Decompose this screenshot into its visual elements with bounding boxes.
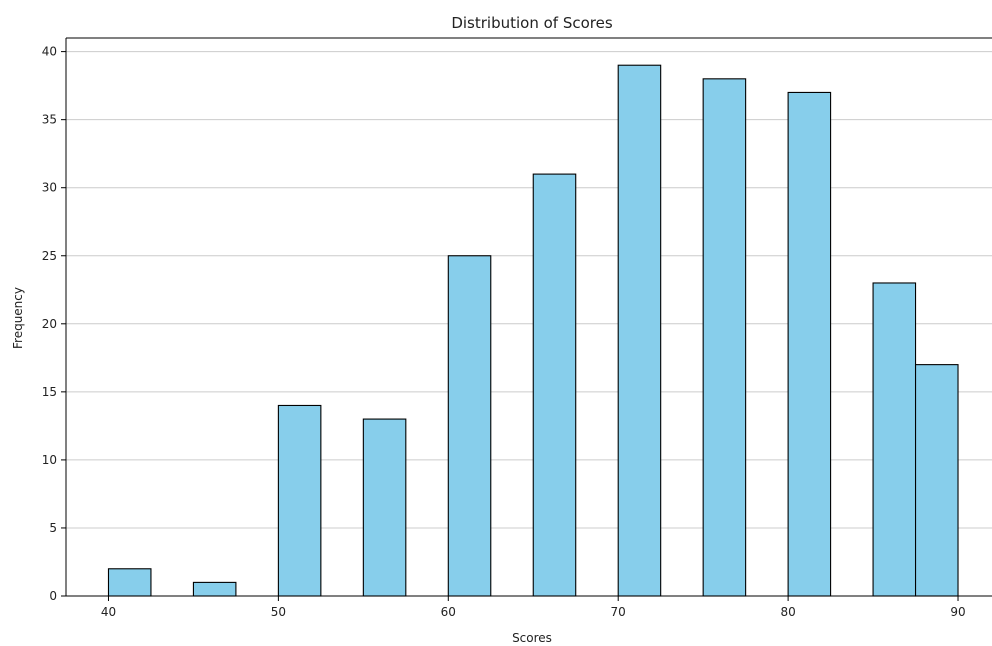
- histogram-bar-12: [617, 64, 662, 597]
- histogram-bar-2: [192, 581, 237, 597]
- y-tick-label-5: 5: [49, 521, 57, 535]
- histogram-bar-0: [107, 568, 152, 597]
- histogram-bar-8: [447, 255, 492, 597]
- x-tick-label-90: 90: [950, 605, 965, 619]
- histogram-bar-14: [702, 78, 747, 597]
- y-tick-label-25: 25: [42, 249, 57, 263]
- chart-title: Distribution of Scores: [451, 14, 613, 32]
- y-tick-label-20: 20: [42, 317, 57, 331]
- x-tick-label-80: 80: [780, 605, 795, 619]
- histogram-bar-4: [277, 404, 322, 597]
- y-tick-label-35: 35: [42, 113, 57, 127]
- y-tick-label-40: 40: [42, 45, 57, 59]
- y-axis-label: Frequency: [11, 287, 25, 349]
- histogram-bar-10: [532, 173, 577, 597]
- x-tick-label-70: 70: [611, 605, 626, 619]
- histogram-bar-16: [787, 91, 832, 597]
- axes: 0 5 10 15 20 25 30 35 40 40 50 60 70 80 90: [42, 37, 992, 619]
- histogram-bar-18: [872, 282, 917, 597]
- y-tick-label-10: 10: [42, 453, 57, 467]
- bars: [107, 64, 959, 597]
- y-tick-label-15: 15: [42, 385, 57, 399]
- histogram-bar-19: [914, 364, 959, 597]
- grid-lines: [66, 51, 992, 529]
- y-tick-label-0: 0: [49, 589, 57, 603]
- x-tick-label-50: 50: [271, 605, 286, 619]
- histogram-bar-6: [362, 418, 407, 597]
- y-tick-label-30: 30: [42, 181, 57, 195]
- x-axis-label: Scores: [512, 631, 552, 645]
- x-tick-label-40: 40: [101, 605, 116, 619]
- x-tick-label-60: 60: [441, 605, 456, 619]
